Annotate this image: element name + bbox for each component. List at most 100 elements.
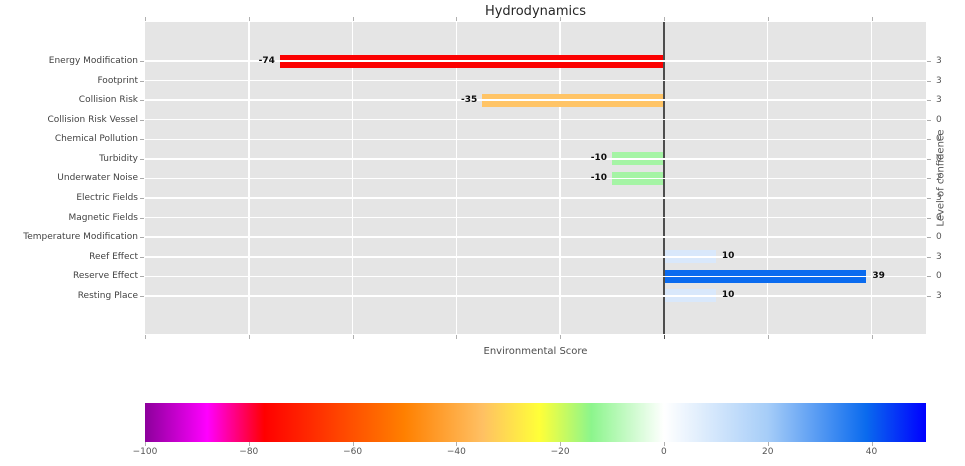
y-axis-tick — [927, 100, 931, 102]
bar-value-label: 39 — [872, 270, 885, 281]
y-axis-tick — [927, 139, 931, 141]
y-axis-tick — [140, 178, 144, 180]
colorbar-tick-label: −80 — [239, 447, 259, 457]
category-label: Reef Effect — [89, 251, 138, 262]
colorbar-tick-label: 40 — [865, 447, 878, 457]
colorbar-tick — [145, 442, 146, 446]
category-label: Reserve Effect — [73, 271, 138, 282]
y-axis-tick — [140, 119, 144, 121]
gridline-horizontal — [145, 236, 926, 238]
category-label: Underwater Noise — [57, 173, 138, 184]
category-label: Turbidity — [99, 153, 138, 164]
y-axis-tick — [140, 139, 144, 141]
colorbar-tick — [871, 442, 873, 446]
confidence-label: 0 — [936, 271, 942, 282]
colorbar-tick — [560, 442, 562, 446]
y-axis-tick — [140, 256, 144, 258]
colorbar-gradient — [145, 403, 926, 442]
x-axis-tick — [871, 335, 873, 339]
y-axis-tick — [140, 295, 144, 297]
x-axis-tick — [456, 17, 458, 21]
gridline-horizontal — [145, 138, 926, 141]
category-label: Energy Modification — [48, 56, 138, 66]
confidence-label: 0 — [936, 153, 942, 164]
x-axis-tick — [145, 17, 146, 21]
bar-value-label: -10 — [590, 153, 608, 164]
confidence-label: 3 — [936, 193, 942, 204]
y-axis-tick — [927, 80, 931, 82]
plot-area: -74 -35 -10 -10 10 39 10 — [145, 22, 926, 334]
gridline-horizontal — [145, 295, 926, 297]
bar-value-label: -35 — [461, 94, 478, 105]
colorbar-tick-label: −60 — [343, 447, 363, 457]
x-axis-tick — [352, 17, 354, 21]
gridline-horizontal — [145, 99, 926, 101]
category-label: Temperature Modification — [23, 232, 138, 243]
colorbar-tick-label: −40 — [446, 447, 466, 457]
y-axis-tick — [927, 295, 931, 297]
gridline-horizontal — [145, 118, 926, 121]
x-axis-tick — [560, 335, 562, 339]
confidence-label: 0 — [936, 232, 942, 243]
y-axis-tick — [927, 61, 931, 62]
colorbar-tick-label: −100 — [132, 447, 158, 457]
x-axis-tick — [145, 335, 146, 339]
y-axis-tick — [927, 119, 931, 121]
x-axis-tick — [248, 17, 250, 21]
category-label: Resting Place — [77, 290, 138, 301]
confidence-label: 0 — [936, 114, 942, 125]
y-axis-tick — [140, 100, 144, 102]
x-axis-tick — [663, 335, 665, 339]
y-axis-tick — [927, 256, 931, 258]
colorbar-tick-label: −20 — [550, 447, 570, 457]
category-label: Magnetic Fields — [68, 212, 138, 223]
gridline-horizontal — [145, 177, 926, 180]
category-label: Collision Risk — [78, 95, 138, 106]
gridline-horizontal — [145, 60, 926, 62]
confidence-label: 3 — [936, 251, 942, 262]
confidence-label: 3 — [936, 290, 942, 301]
confidence-label: 2 — [936, 173, 942, 184]
y-axis-tick — [140, 158, 144, 160]
gridline-horizontal — [145, 275, 926, 278]
chart-title: Hydrodynamics — [484, 4, 587, 19]
category-label: Collision Risk Vessel — [47, 114, 138, 125]
x-axis-tick — [456, 335, 458, 339]
x-axis-tick — [767, 17, 769, 21]
y-axis-tick — [140, 217, 144, 219]
x-axis-tick — [352, 335, 354, 339]
y-axis-tick — [927, 237, 931, 239]
y-axis-tick — [927, 217, 931, 219]
gridline-horizontal — [145, 197, 926, 199]
x-axis-tick — [767, 335, 769, 339]
y-axis-tick — [927, 178, 931, 180]
colorbar-tick — [767, 442, 769, 446]
category-label: Chemical Pollution — [54, 134, 138, 145]
y-axis-tick — [140, 276, 144, 278]
category-label: Electric Fields — [76, 193, 138, 204]
confidence-label: 3 — [936, 95, 942, 106]
confidence-label: 3 — [936, 56, 942, 66]
confidence-label: 0 — [936, 212, 942, 223]
x-axis-tick — [871, 17, 873, 21]
y-axis-tick — [140, 198, 144, 200]
y-axis-tick — [140, 80, 144, 82]
bar-value-label: -10 — [590, 172, 608, 183]
y-axis-tick — [140, 237, 144, 239]
colorbar-tick — [248, 442, 250, 446]
confidence-label: 0 — [936, 134, 942, 145]
colorbar-tick — [456, 442, 458, 446]
x-axis-title: Environmental Score — [483, 346, 588, 357]
y-axis-tick — [927, 276, 931, 278]
gridline-horizontal — [145, 216, 926, 219]
y-axis-tick — [927, 198, 931, 200]
bar-value-label: 10 — [721, 251, 735, 262]
confidence-label: 3 — [936, 75, 942, 86]
category-label: Footprint — [97, 75, 138, 86]
y-axis-tick — [927, 158, 931, 160]
x-axis-tick — [663, 17, 665, 21]
colorbar-tick — [663, 442, 665, 446]
colorbar-tick-label: 20 — [761, 447, 774, 457]
y-axis-tick — [140, 61, 144, 62]
